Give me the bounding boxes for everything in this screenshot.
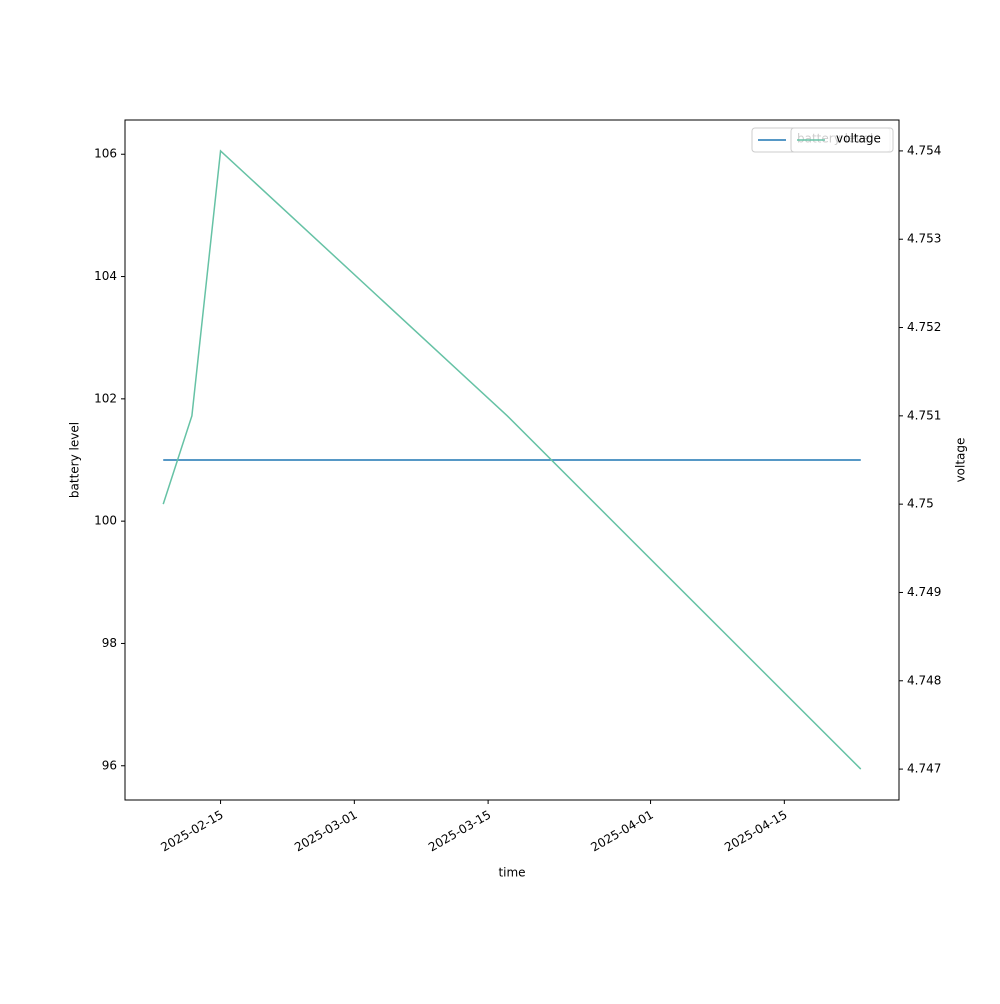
y-tick-label: 104 (94, 269, 117, 283)
y2-tick-label: 4.749 (907, 585, 941, 599)
legend-box (790, 127, 894, 153)
line-series (162, 149, 862, 770)
y2-tick-label: 4.748 (907, 673, 941, 687)
x-axis-label: time (498, 866, 525, 880)
x-tick-label: 2025-02-15 (158, 808, 225, 855)
y2-tick-label: 4.752 (907, 320, 941, 334)
y2-axis-label: voltage (954, 438, 968, 483)
y-tick-label: 102 (94, 391, 117, 405)
y2-tick-label: 4.747 (907, 762, 941, 776)
legend-label: voltage (836, 132, 881, 146)
y2-tick-label: 4.75 (907, 497, 934, 511)
x-tick-label: 2025-03-01 (292, 808, 359, 855)
plot-frame (124, 119, 900, 801)
x-tick-label: 2025-03-15 (426, 808, 493, 855)
y-tick-label: 100 (94, 514, 117, 528)
x-tick-label: 2025-04-15 (722, 808, 789, 855)
x-tick-label: 2025-04-01 (588, 808, 655, 855)
y-tick-label: 98 (102, 636, 117, 650)
y-axis-label: battery level (68, 422, 82, 498)
y2-tick-label: 4.751 (907, 408, 941, 422)
y2-tick-label: 4.754 (907, 143, 941, 157)
y-tick-label: 96 (102, 758, 117, 772)
y2-tick-label: 4.753 (907, 232, 941, 246)
y-tick-label: 106 (94, 147, 117, 161)
